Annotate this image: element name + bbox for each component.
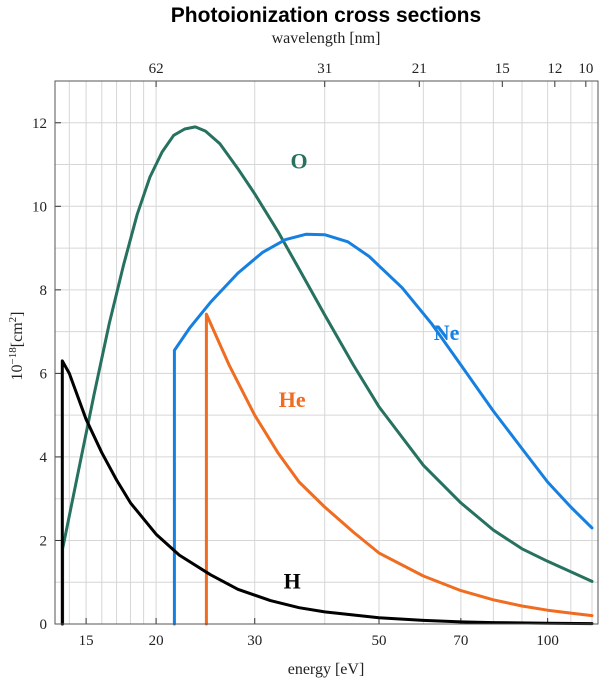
y-tick-label: 4 xyxy=(40,450,48,466)
top-tick-label: 31 xyxy=(317,61,332,77)
top-tick-label: 21 xyxy=(412,61,427,77)
series-label-ne: Ne xyxy=(434,320,460,345)
top-tick-label: 15 xyxy=(495,61,510,77)
series-label-h: H xyxy=(284,568,301,593)
chart-title: Photoionization cross sections xyxy=(171,4,481,27)
y-tick-label: 6 xyxy=(40,366,48,382)
bottom-tick-label: 70 xyxy=(453,633,468,649)
top-tick-label: 12 xyxy=(547,61,562,77)
bottom-tick-label: 15 xyxy=(79,633,94,649)
bottom-tick-label: 20 xyxy=(149,633,164,649)
plot-frame xyxy=(54,80,599,625)
series-label-o: O xyxy=(291,149,308,174)
top-tick-label: 62 xyxy=(149,61,164,77)
series-labels: O Ne He H xyxy=(279,149,460,594)
y-axis-label: 10−18[cm2] xyxy=(7,312,26,381)
y-tick-label: 8 xyxy=(40,283,48,299)
bottom-tick-label: 30 xyxy=(247,633,262,649)
series-line-o xyxy=(61,125,594,626)
y-tick-label: 10 xyxy=(32,199,47,215)
y-tick-label: 0 xyxy=(40,617,48,633)
top-axis-label: wavelength [nm] xyxy=(272,30,381,47)
x-axis-label: energy [eV] xyxy=(288,661,365,678)
series-line-ne xyxy=(172,232,594,626)
series-line-h xyxy=(60,359,594,626)
top-tick-label: 10 xyxy=(578,61,593,77)
series-line-he xyxy=(204,312,594,626)
bottom-tick-label: 50 xyxy=(372,633,387,649)
y-tick-label: 12 xyxy=(32,116,47,132)
series-label-he: He xyxy=(279,387,306,412)
y-tick-label: 2 xyxy=(40,533,48,549)
bottom-tick-label: 100 xyxy=(536,633,559,649)
grid-lines xyxy=(55,80,598,625)
series-lines xyxy=(60,125,594,626)
